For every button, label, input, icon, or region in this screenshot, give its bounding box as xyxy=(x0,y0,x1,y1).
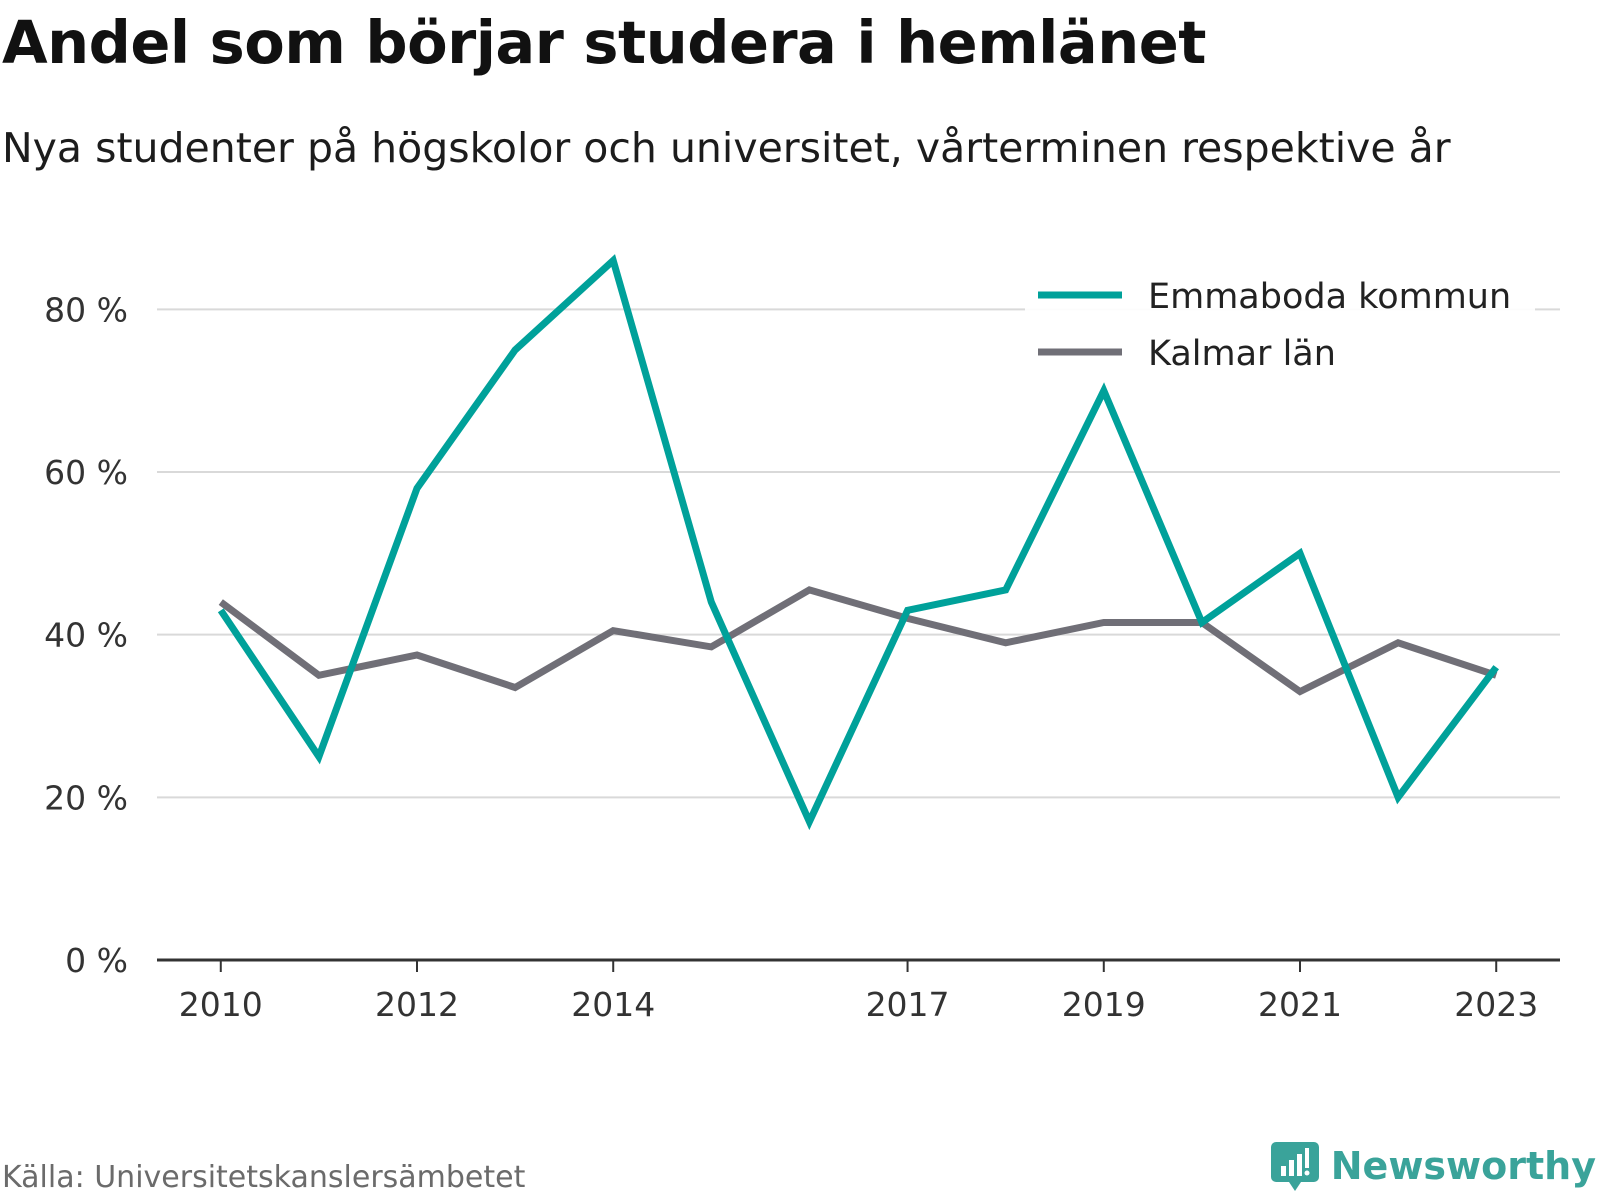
y-tick-label: 60 % xyxy=(44,453,128,492)
series-line-emmaboda-kommun xyxy=(217,254,1499,831)
brand-logo: Newsworthy xyxy=(1269,1140,1596,1192)
y-tick-label: 0 % xyxy=(65,941,128,980)
x-axis-tick-labels: 2010 2012 2014 2017 2019 2021 2023 xyxy=(179,985,1538,1024)
legend-label: Kalmar län xyxy=(1148,334,1336,374)
chart-subtitle: Nya studenter på högskolor och universit… xyxy=(2,124,1451,172)
y-tick-label: 40 % xyxy=(44,616,128,655)
legend-label: Emmaboda kommun xyxy=(1148,277,1511,317)
x-tick-label: 2014 xyxy=(571,985,655,1024)
y-tick-label: 80 % xyxy=(44,290,128,329)
y-tick-label: 20 % xyxy=(44,778,128,817)
chart-title: Andel som börjar studera i hemlänet xyxy=(2,8,1206,77)
x-tick-label: 2012 xyxy=(375,985,459,1024)
newsworthy-logo-icon xyxy=(1270,1142,1319,1191)
x-tick-label: 2019 xyxy=(1062,985,1146,1024)
y-axis-tick-labels: 0 % 20 % 40 % 60 % 80 % xyxy=(44,290,128,980)
x-tick-label: 2017 xyxy=(866,985,950,1024)
x-tick-label: 2021 xyxy=(1258,985,1342,1024)
series-line-kalmar-lan xyxy=(218,586,1498,696)
x-axis xyxy=(157,958,1560,972)
source-note: Källa: Universitetskanslersämbetet xyxy=(2,1160,526,1195)
brand-name: Newsworthy xyxy=(1330,1144,1596,1188)
legend: Emmaboda kommun Kalmar län xyxy=(1025,262,1535,374)
x-tick-label: 2010 xyxy=(179,985,263,1024)
series-lines xyxy=(217,254,1499,831)
x-tick-label: 2023 xyxy=(1454,985,1538,1024)
